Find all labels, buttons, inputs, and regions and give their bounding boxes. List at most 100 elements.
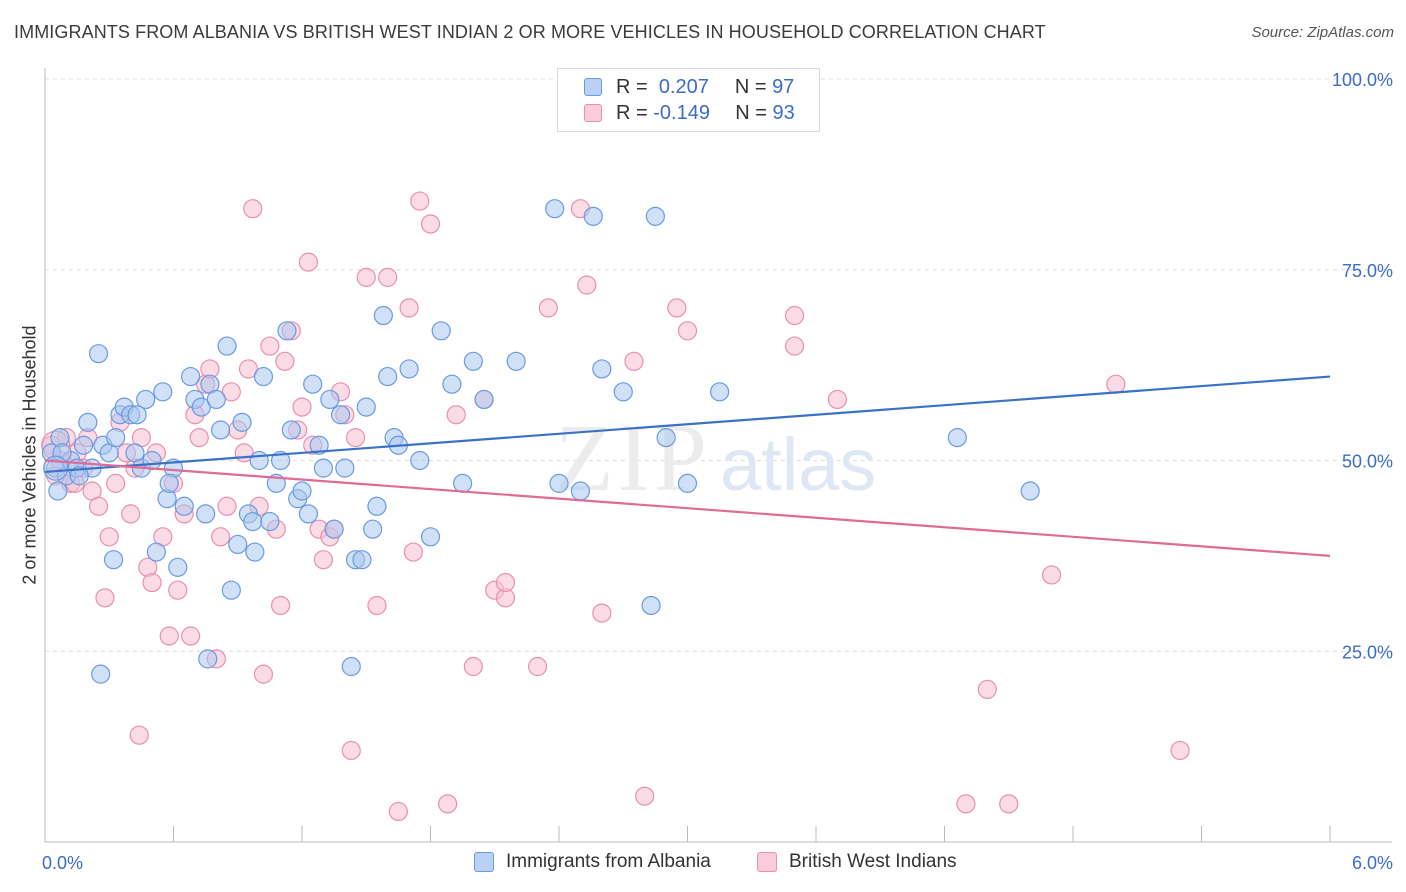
albania-point	[88, 344, 109, 364]
albania-point	[73, 435, 94, 455]
legend-r-value: 0.207	[658, 75, 709, 98]
bwi-point	[159, 626, 179, 646]
legend-item-albania[interactable]: Immigrants from Albania	[474, 851, 711, 873]
albania-point	[159, 473, 179, 493]
albania-point	[217, 336, 237, 356]
albania-point	[168, 557, 188, 577]
albania-point	[420, 527, 441, 547]
bwi-point	[292, 397, 312, 417]
correlation-legend: R = 0.207 N = 97 R = -0.149 N = 93	[557, 68, 820, 132]
albania-point	[243, 511, 263, 532]
y-tick-label-25: 25.0%	[1342, 642, 1393, 662]
legend-swatch-pink	[757, 852, 777, 872]
albania-point	[313, 458, 334, 478]
albania-point	[656, 428, 676, 448]
bwi-point	[538, 298, 558, 318]
albania-point	[48, 481, 68, 501]
albania-point	[442, 374, 462, 394]
albania-point	[198, 649, 218, 669]
legend-n-label: N =	[735, 101, 767, 124]
y-tick-label-100: 100.0%	[1332, 70, 1393, 90]
albania-point	[613, 382, 633, 402]
bwi-point	[313, 550, 334, 570]
albania-point	[253, 366, 274, 387]
bwi-point	[181, 626, 201, 646]
albania-point	[570, 481, 591, 501]
legend-label-albania: Immigrants from Albania	[506, 851, 711, 872]
bwi-point	[577, 275, 597, 295]
legend-swatch-blue	[474, 852, 494, 872]
bwi-point	[88, 496, 109, 516]
albania-point	[303, 374, 323, 394]
bwi-point	[168, 580, 188, 600]
bwi-point	[99, 527, 119, 547]
legend-label-bwi: British West Indians	[789, 851, 957, 872]
bwi-point	[977, 679, 997, 700]
albania-point	[506, 351, 526, 371]
albania-point	[103, 550, 124, 570]
albania-point	[363, 519, 383, 539]
y-axis-label: 2 or more Vehicles in Household	[19, 325, 40, 585]
bwi-point	[1106, 374, 1126, 394]
albania-point	[136, 389, 156, 410]
bwi-point	[95, 588, 115, 608]
albania-point	[191, 397, 211, 417]
source-credit: Source: ZipAtlas.com	[1251, 24, 1394, 41]
bwi-point	[238, 359, 259, 379]
bwi-point	[956, 794, 976, 814]
albania-point	[245, 542, 265, 562]
x-tick-label-max: 6.0%	[1352, 853, 1393, 873]
y-tick-label-75: 75.0%	[1342, 261, 1393, 281]
bwi-point	[106, 473, 126, 493]
albania-point	[249, 450, 269, 471]
albania-point	[463, 351, 483, 371]
legend-r-label: R =	[616, 101, 648, 124]
bwi-point	[275, 351, 295, 371]
bwi-point	[495, 572, 516, 593]
bwi-point	[129, 725, 149, 745]
albania-point	[298, 504, 319, 524]
bwi-point	[667, 298, 687, 318]
bwi-point	[142, 572, 162, 593]
albania-point	[211, 420, 231, 440]
series-legend: Immigrants from Albania British West Ind…	[0, 851, 1406, 877]
bwi-trend-line	[44, 459, 1331, 557]
albania-point	[221, 580, 241, 600]
albania-point	[373, 305, 393, 326]
bwi-point	[784, 305, 805, 326]
albania-point	[330, 405, 351, 425]
legend-swatch-pink	[584, 104, 602, 122]
albania-point	[260, 511, 280, 532]
bwi-point	[784, 336, 805, 356]
bwi-point	[527, 656, 548, 677]
legend-n-value: 97	[772, 75, 795, 98]
watermark: ZIP atlas	[555, 404, 876, 511]
bwi-point	[827, 389, 848, 410]
albania-point	[1020, 481, 1040, 501]
bwi-point	[341, 740, 361, 761]
albania-point	[453, 473, 473, 493]
trend-lines	[44, 375, 1331, 557]
bwi-point	[410, 191, 430, 211]
bwi-point	[121, 504, 141, 524]
bwi-point	[345, 428, 366, 448]
bwi-point	[999, 794, 1019, 814]
albania-point	[549, 473, 569, 493]
bwi-point	[378, 267, 398, 287]
bwi-point	[270, 595, 291, 616]
bwi-point	[403, 542, 423, 562]
legend-item-bwi[interactable]: British West Indians	[757, 851, 957, 873]
albania-point	[196, 504, 216, 524]
albania-point	[206, 389, 226, 410]
bwi-point	[592, 603, 612, 623]
legend-n-value: 93	[772, 101, 795, 124]
bwi-point	[438, 794, 458, 814]
albania-point	[335, 458, 355, 478]
albania-point	[352, 550, 372, 570]
albania-point	[947, 428, 967, 448]
bwi-point	[211, 527, 231, 547]
bwi-point	[399, 298, 419, 318]
bwi-point	[1041, 565, 1062, 585]
legend-row-albania: R = 0.207 N = 97	[584, 75, 794, 99]
